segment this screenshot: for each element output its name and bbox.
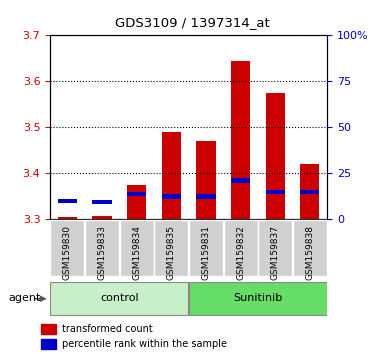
Bar [41,324,57,334]
Text: agent: agent [8,293,41,303]
Bar [41,339,57,349]
Bar [50,220,84,275]
Bar [50,281,188,315]
Text: GSM159837: GSM159837 [271,225,280,280]
Bar [224,220,258,275]
Bar [162,194,181,199]
Text: GSM159833: GSM159833 [97,225,107,280]
Text: GDS3109 / 1397314_at: GDS3109 / 1397314_at [115,16,270,29]
Bar [92,216,112,219]
Bar [127,192,146,196]
Bar [266,93,285,219]
Text: GSM159834: GSM159834 [132,225,141,280]
Text: GSM159830: GSM159830 [63,225,72,280]
Bar [300,164,320,219]
Bar [162,132,181,219]
Text: control: control [100,293,139,303]
Text: transformed count: transformed count [62,324,152,334]
Bar [293,220,327,275]
Bar [258,220,292,275]
Text: Sunitinib: Sunitinib [233,293,283,303]
Bar [120,220,154,275]
Bar [231,178,250,183]
Text: GSM159838: GSM159838 [305,225,315,280]
Bar [58,217,77,219]
Bar [266,189,285,194]
Bar [231,61,250,219]
Text: percentile rank within the sample: percentile rank within the sample [62,339,227,349]
Bar [127,185,146,219]
Bar [85,220,119,275]
Bar [154,220,188,275]
Bar [58,199,77,203]
Bar [189,220,223,275]
Bar [92,200,112,204]
Bar [196,194,216,199]
Bar [196,141,216,219]
Text: GSM159831: GSM159831 [201,225,211,280]
Text: GSM159832: GSM159832 [236,225,245,280]
Bar [300,189,320,194]
Text: GSM159835: GSM159835 [167,225,176,280]
Bar [189,281,327,315]
